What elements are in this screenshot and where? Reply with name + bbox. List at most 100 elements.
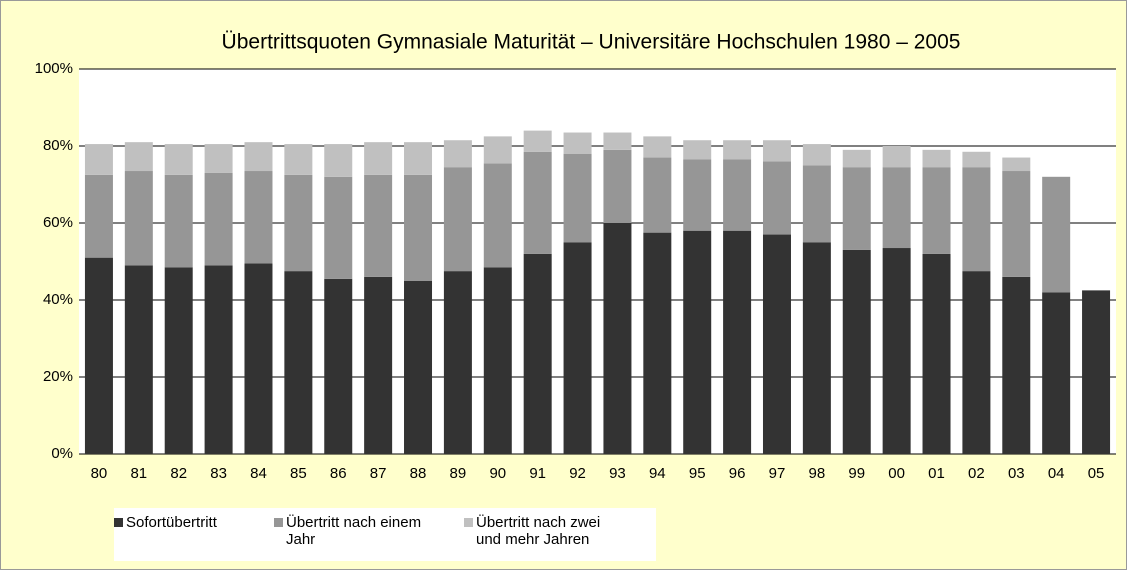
bar-segment bbox=[443, 167, 472, 272]
x-tick-label: 85 bbox=[290, 465, 307, 482]
bar-segment bbox=[643, 232, 672, 454]
bar-segment bbox=[922, 253, 951, 454]
x-tick-label: 92 bbox=[569, 465, 586, 482]
bar-segment bbox=[364, 142, 393, 175]
x-tick-label: 99 bbox=[848, 465, 865, 482]
bar-segment bbox=[683, 140, 712, 160]
legend-item: Übertritt nach einem Jahr bbox=[274, 508, 464, 561]
bar-segment bbox=[962, 271, 991, 454]
bar-segment bbox=[84, 174, 113, 258]
x-tick-label: 90 bbox=[489, 465, 506, 482]
bar-segment bbox=[1042, 292, 1071, 454]
bar-segment bbox=[443, 140, 472, 168]
x-tick-label: 87 bbox=[370, 465, 387, 482]
bar-segment bbox=[1002, 276, 1031, 454]
legend-label: Übertritt nach einem Jahr bbox=[286, 514, 422, 548]
bar-segment bbox=[284, 174, 313, 272]
y-tick-label: 60% bbox=[43, 214, 73, 231]
bar-segment bbox=[523, 130, 552, 152]
bar-segment bbox=[364, 174, 393, 277]
bar-segment bbox=[762, 234, 791, 454]
x-tick-label: 94 bbox=[649, 465, 666, 482]
bar-segment bbox=[962, 167, 991, 272]
bar-segment bbox=[563, 132, 592, 154]
bar-segment bbox=[922, 149, 951, 168]
x-tick-label: 93 bbox=[609, 465, 626, 482]
bar-segment bbox=[723, 140, 752, 160]
legend-label: Übertritt nach zwei und mehr Jahren bbox=[476, 514, 601, 548]
bar-segment bbox=[404, 280, 433, 454]
plot-area bbox=[79, 69, 1116, 454]
x-tick-label: 95 bbox=[689, 465, 706, 482]
bar-segment bbox=[284, 144, 313, 175]
bar-segment bbox=[1002, 157, 1031, 172]
bar-segment bbox=[364, 276, 393, 454]
bar-segment bbox=[802, 144, 831, 166]
x-tick-label: 86 bbox=[330, 465, 347, 482]
x-tick-label: 82 bbox=[170, 465, 187, 482]
bar-segment bbox=[324, 176, 353, 279]
bar-segment bbox=[124, 142, 153, 172]
bar-segment bbox=[164, 267, 193, 454]
bar-segment bbox=[683, 230, 712, 454]
bar-segment bbox=[244, 263, 273, 454]
bar-segment bbox=[962, 151, 991, 168]
bar-segment bbox=[842, 149, 871, 168]
bar-segment bbox=[723, 230, 752, 454]
bar-segment bbox=[563, 153, 592, 243]
legend-item: Sofortübertritt bbox=[114, 508, 274, 561]
x-tick-label: 97 bbox=[769, 465, 786, 482]
x-tick-label: 04 bbox=[1048, 465, 1065, 482]
y-tick-label: 0% bbox=[51, 445, 73, 462]
bar-segment bbox=[124, 171, 153, 266]
bar-segment bbox=[643, 157, 672, 233]
bar-segment bbox=[882, 167, 911, 249]
bar-segment bbox=[244, 171, 273, 264]
x-tick-label: 01 bbox=[928, 465, 945, 482]
legend-label: Sofortübertritt bbox=[126, 514, 217, 531]
bar-segment bbox=[324, 278, 353, 454]
bar-segment bbox=[1042, 176, 1071, 293]
bar-segment bbox=[124, 265, 153, 454]
y-tick-label: 100% bbox=[35, 60, 73, 77]
x-tick-label: 05 bbox=[1088, 465, 1105, 482]
bar-segment bbox=[603, 149, 632, 223]
bar-segment bbox=[762, 161, 791, 235]
bar-segment bbox=[204, 172, 233, 266]
bar-segment bbox=[404, 142, 433, 175]
bar-segment bbox=[723, 159, 752, 231]
x-tick-label: 84 bbox=[250, 465, 267, 482]
legend: Sofortübertritt Übertritt nach einem Jahr… bbox=[114, 508, 656, 561]
y-tick-label: 80% bbox=[43, 137, 73, 154]
x-tick-label: 89 bbox=[450, 465, 467, 482]
bar-segment bbox=[244, 142, 273, 172]
bar-segment bbox=[324, 144, 353, 177]
x-tick-label: 02 bbox=[968, 465, 985, 482]
bar-segment bbox=[882, 146, 911, 168]
x-tick-label: 00 bbox=[888, 465, 905, 482]
x-tick-label: 81 bbox=[130, 465, 147, 482]
bar-segment bbox=[603, 223, 632, 454]
x-tick-label: 98 bbox=[809, 465, 826, 482]
bar-segment bbox=[523, 253, 552, 454]
bar-segment bbox=[1002, 171, 1031, 277]
bar-segment bbox=[483, 267, 512, 454]
legend-swatch bbox=[114, 518, 123, 527]
bar-segment bbox=[802, 165, 831, 243]
bar-segment bbox=[603, 132, 632, 150]
bar-segment bbox=[443, 271, 472, 454]
x-tick-label: 91 bbox=[529, 465, 546, 482]
bar-segment bbox=[204, 265, 233, 454]
x-tick-label: 80 bbox=[91, 465, 108, 482]
bar-segment bbox=[164, 144, 193, 175]
bar-segment bbox=[404, 174, 433, 281]
bar-segment bbox=[204, 144, 233, 173]
y-tick-label: 20% bbox=[43, 368, 73, 385]
bar-segment bbox=[84, 257, 113, 454]
bar-segment bbox=[842, 249, 871, 454]
bar-segment bbox=[1082, 290, 1111, 454]
bar-segment bbox=[882, 248, 911, 454]
bar-segment bbox=[483, 136, 512, 164]
